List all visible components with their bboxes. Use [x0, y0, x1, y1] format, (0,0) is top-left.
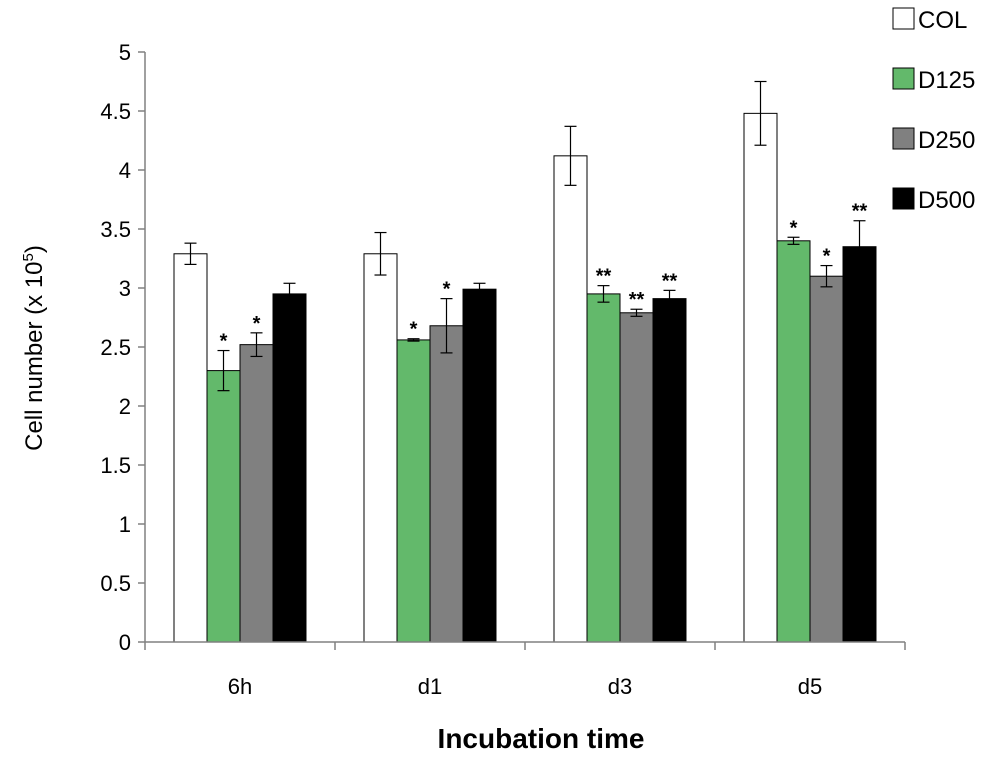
y-axis-title-superscript: 5	[20, 253, 37, 261]
y-axis-title: Cell number (x 105)	[20, 245, 48, 451]
bar-d250-d5	[809, 275, 844, 643]
bar-d125-d1	[396, 339, 431, 643]
y-tick-label: 5	[119, 40, 131, 65]
significance-marker: **	[596, 266, 612, 288]
significance-marker: *	[790, 217, 798, 239]
y-tick-label: 2.5	[100, 335, 131, 360]
y-tick-label: 0.5	[100, 571, 131, 596]
significance-marker: *	[410, 319, 418, 341]
significance-marker: *	[220, 331, 228, 353]
legend-label-d250: D250	[918, 127, 975, 154]
bar-col-d1	[363, 253, 398, 643]
bar-d500-6h	[272, 293, 307, 643]
bar-d500-d1	[462, 288, 497, 643]
bar-d125-d3	[586, 293, 621, 643]
significance-marker: *	[253, 313, 261, 335]
y-tick-label: 4.5	[100, 99, 131, 124]
significance-marker: **	[629, 289, 645, 311]
bar-col-6h	[173, 253, 208, 643]
y-tick-label: 1.5	[100, 453, 131, 478]
y-tick-label: 3.5	[100, 217, 131, 242]
y-tick-label: 0	[119, 630, 131, 655]
bar-col-d5	[743, 112, 778, 643]
bar-col-d3	[553, 155, 588, 643]
bar-d500-d3	[652, 298, 687, 643]
bar-d500-d5	[842, 246, 877, 643]
legend-label-d500: D500	[918, 187, 975, 214]
legend-swatch-d250	[892, 127, 915, 150]
x-tick-label: d3	[608, 674, 632, 699]
y-tick-label: 3	[119, 276, 131, 301]
significance-marker: *	[443, 279, 451, 301]
bar-d250-d3	[619, 312, 654, 643]
y-tick-label: 2	[119, 394, 131, 419]
y-tick-label: 4	[119, 158, 131, 183]
significance-marker: **	[852, 201, 868, 223]
x-tick-label: d5	[798, 674, 822, 699]
significance-marker: **	[662, 270, 678, 292]
bar-d250-6h	[239, 344, 274, 643]
significance-marker: *	[823, 246, 831, 268]
legend-label-d125: D125	[918, 67, 975, 94]
y-axis-title-main: Cell number (x 10	[21, 261, 48, 450]
x-axis-title: Incubation time	[438, 723, 645, 754]
x-tick-label: d1	[418, 674, 442, 699]
legend-swatch-d500	[892, 187, 915, 210]
y-axis-title-suffix: )	[21, 245, 48, 253]
legend-label-col: COL	[918, 7, 967, 34]
y-tick-label: 1	[119, 512, 131, 537]
bar-d125-d5	[776, 240, 811, 643]
x-tick-label: 6h	[228, 674, 252, 699]
bar-d125-6h	[206, 370, 241, 643]
legend-swatch-col	[892, 7, 915, 30]
legend-swatch-d125	[892, 67, 915, 90]
bar-d250-d1	[429, 325, 464, 643]
